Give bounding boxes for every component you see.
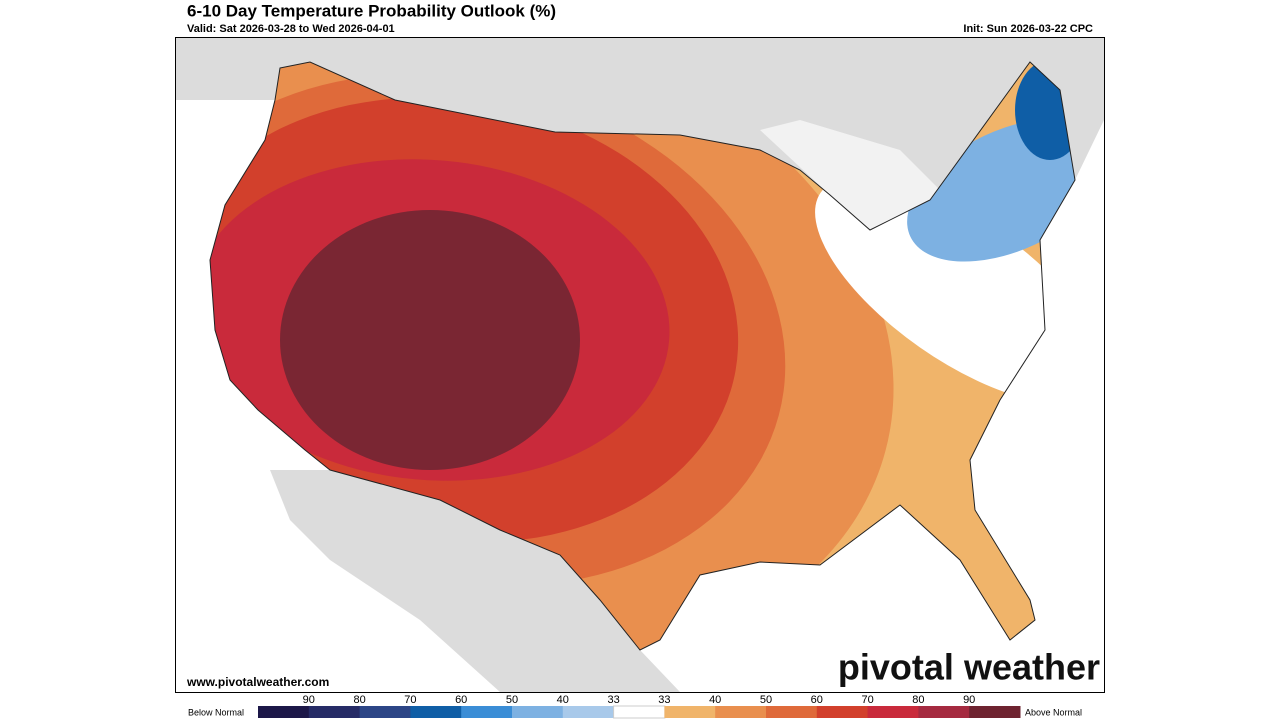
legend-left-label: Below Normal — [188, 707, 244, 717]
colorbar-tick: 80 — [912, 694, 924, 706]
colorbar-segment — [918, 706, 970, 718]
colorbar-tick: 50 — [506, 694, 518, 706]
colorbar-tick: 40 — [557, 694, 569, 706]
colorbar-segment — [664, 706, 716, 718]
legend-right-label: Above Normal — [1025, 707, 1082, 717]
colorbar-segment — [816, 706, 869, 718]
colorbar-tick: 33 — [658, 694, 670, 706]
colorbar-tick: 60 — [811, 694, 823, 706]
basemap — [176, 38, 1104, 692]
colorbar-tick: 40 — [709, 694, 721, 706]
colorbar-segment — [715, 706, 767, 718]
valid-date: Valid: Sat 2026-03-28 to Wed 2026-04-01 — [187, 23, 395, 35]
colorbar-tick: 60 — [455, 694, 467, 706]
colorbar-segment — [969, 706, 1021, 718]
colorbar-tick: 70 — [404, 694, 416, 706]
colorbar-segment — [359, 706, 411, 718]
colorbar-tick: 90 — [963, 694, 975, 706]
colorbar-segment — [308, 706, 361, 718]
colorbar-segment — [512, 706, 564, 718]
colorbar-tick: 70 — [861, 694, 873, 706]
colorbar-segment — [562, 706, 615, 718]
colorbar-tick: 50 — [760, 694, 772, 706]
brand-logo: pivotal weather — [838, 647, 1100, 688]
website: www.pivotalweather.com — [186, 675, 329, 689]
colorbar: 90 80 70 60 50 40 33 33 40 50 60 70 80 90 — [258, 694, 1021, 719]
colorbar-segment — [613, 705, 666, 719]
title: 6-10 Day Temperature Probability Outlook… — [187, 1, 556, 20]
colorbar-tick: 33 — [607, 694, 619, 706]
init-date: Init: Sun 2026-03-22 CPC — [963, 23, 1093, 35]
us-outline — [209, 61, 1076, 651]
colorbar-segment — [258, 706, 310, 718]
colorbar-segment — [766, 706, 818, 718]
colorbar-segment — [867, 706, 919, 718]
colorbar-tick: 80 — [353, 694, 365, 706]
colorbar-segment — [461, 706, 513, 718]
colorbar-tick: 90 — [303, 694, 315, 706]
colorbar-segment — [410, 706, 462, 718]
